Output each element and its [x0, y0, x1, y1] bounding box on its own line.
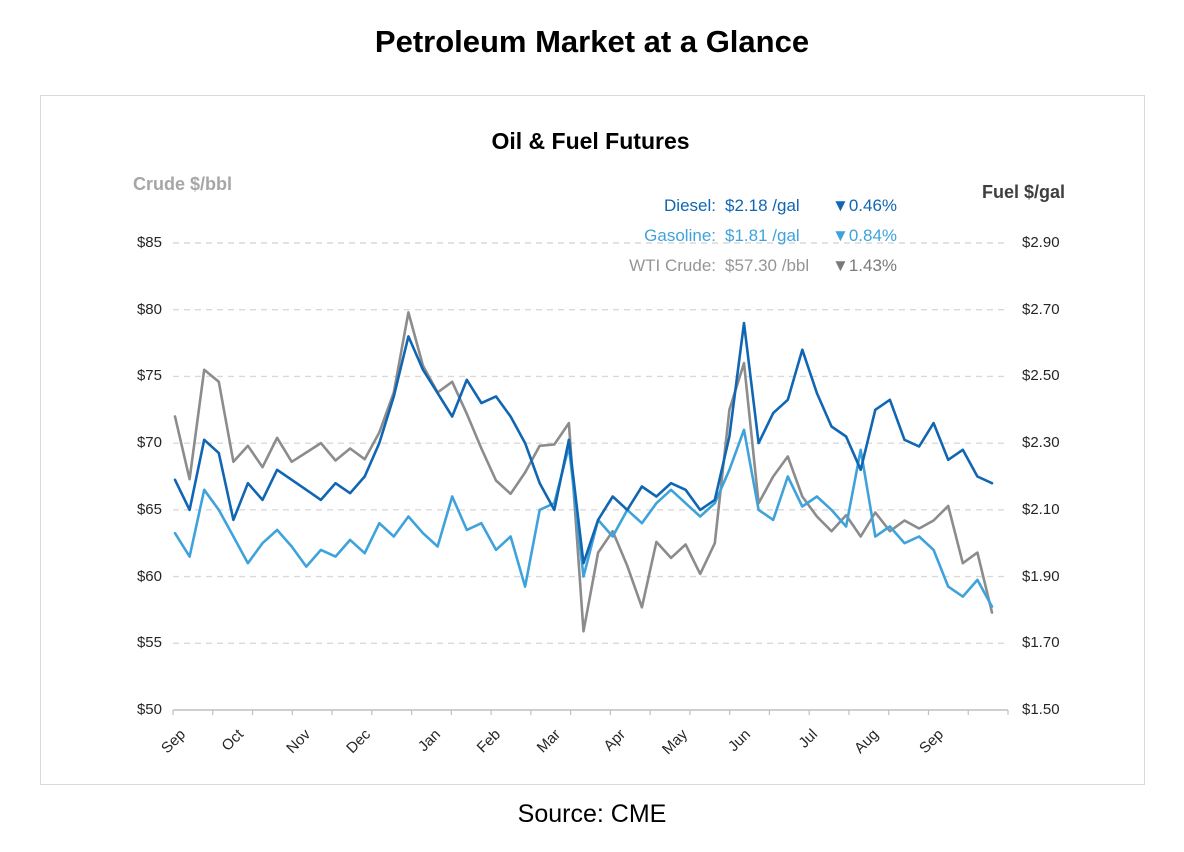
left-tick-label: $85: [136, 234, 162, 251]
legend-value-diesel: $2.18 /gal: [725, 196, 800, 215]
left-tick-label: $75: [136, 367, 162, 385]
right-tick-label: $1.90: [1022, 567, 1060, 585]
legend-row-wti: WTI Crude: $57.30 /bbl ▼1.43%: [560, 256, 912, 279]
right-axis-title: Fuel $/gal: [981, 182, 1065, 202]
left-tick-label: $50: [136, 701, 162, 718]
series-line-wti: [173, 311, 994, 633]
legend-value-wti: $57.30 /bbl: [725, 256, 810, 275]
right-tick-label: $2.30: [1022, 434, 1060, 452]
left-axis-title: Crude $/bbl: [133, 174, 233, 194]
legend-value-gasoline: $1.81 /gal: [725, 226, 800, 245]
page-title: Petroleum Market at a Glance: [374, 24, 810, 59]
left-tick-label: $60: [136, 567, 162, 585]
legend-label-gasoline: Gasoline:: [644, 226, 716, 245]
legend-row-gasoline: Gasoline: $1.81 /gal ▼0.84%: [560, 226, 912, 249]
chart-title: Oil & Fuel Futures: [491, 128, 690, 154]
left-tick-label: $55: [136, 634, 162, 652]
source-note: Source: CME: [517, 800, 667, 828]
legend-label-wti: WTI Crude:: [629, 256, 716, 275]
series-line-diesel: [173, 321, 994, 565]
series-line-gasoline: [173, 428, 994, 608]
legend-label-diesel: Diesel:: [664, 196, 716, 215]
left-tick-label: $80: [136, 300, 162, 318]
left-tick-label: $65: [136, 500, 162, 518]
right-tick-label: $2.10: [1022, 500, 1060, 518]
left-tick-label: $70: [136, 434, 162, 452]
right-tick-label: $1.70: [1022, 634, 1060, 652]
legend-change-gasoline: ▼0.84%: [832, 226, 898, 245]
legend-change-wti: ▼1.43%: [832, 256, 898, 275]
right-tick-label: $1.50: [1022, 701, 1060, 718]
right-tick-label: $2.70: [1022, 300, 1060, 318]
chart-panel: [40, 95, 1145, 785]
legend-change-diesel: ▼0.46%: [832, 196, 898, 215]
chart-legend: Diesel: $2.18 /gal ▼0.46% Gasoline: $1.81 /g…: [560, 196, 912, 286]
right-tick-label: $2.50: [1022, 367, 1060, 385]
legend-row-diesel: Diesel: $2.18 /gal ▼0.46%: [560, 196, 912, 219]
right-tick-label: $2.90: [1022, 234, 1060, 251]
